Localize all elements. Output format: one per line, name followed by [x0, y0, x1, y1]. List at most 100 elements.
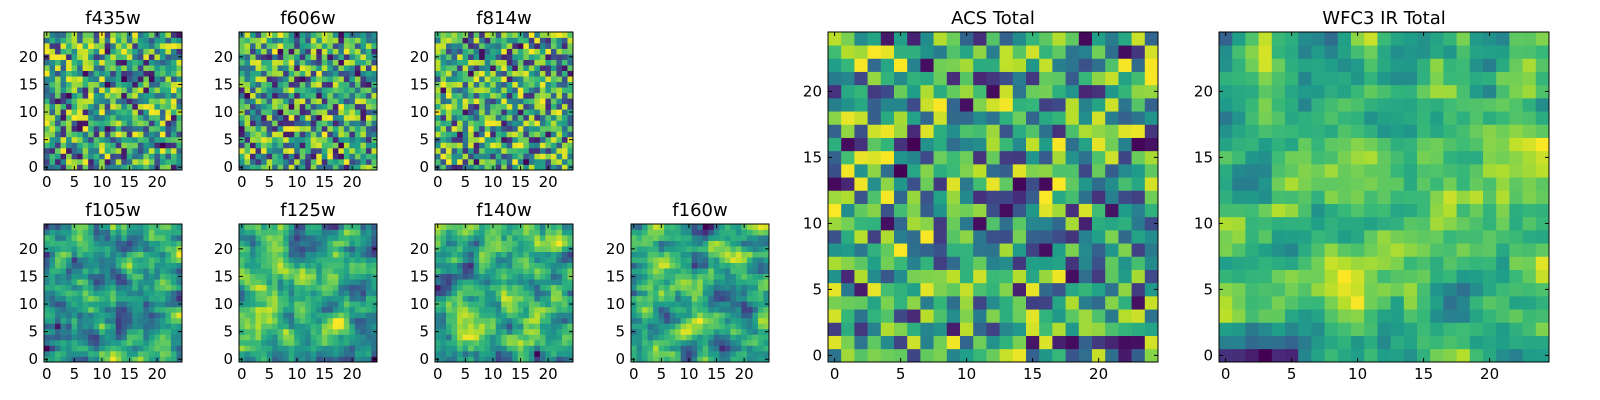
heatmap-cell [165, 224, 172, 230]
heatmap-cell [288, 356, 295, 363]
heatmap-cell [99, 59, 106, 66]
heatmap-cell [371, 153, 378, 160]
heatmap-cell [321, 317, 328, 324]
heatmap-cell [1012, 230, 1027, 244]
heatmap-cell [360, 114, 367, 121]
heatmap-cell [343, 312, 350, 319]
heatmap-cell [440, 262, 447, 269]
heatmap-cell [148, 109, 155, 116]
heatmap-cell [1052, 335, 1066, 350]
heatmap-cell [115, 262, 122, 269]
heatmap-cell [664, 339, 670, 346]
heatmap-cell [121, 301, 128, 308]
heatmap-cell [277, 339, 284, 346]
heatmap-cell [250, 98, 256, 105]
heatmap-cell [93, 246, 100, 252]
heatmap-cell [451, 317, 458, 324]
heatmap-cell [244, 301, 251, 308]
heatmap-cell [327, 125, 334, 132]
heatmap-cell [550, 32, 557, 38]
heatmap-cell [305, 328, 312, 335]
heatmap-cell [294, 312, 301, 319]
heatmap-cell [730, 268, 737, 275]
heatmap-cell [310, 251, 317, 258]
heatmap-cell [457, 312, 463, 319]
heatmap-cell [283, 235, 290, 241]
heatmap-cell [973, 335, 987, 350]
heatmap-cell [277, 131, 284, 138]
heatmap-cell [159, 350, 166, 357]
heatmap-cell [44, 76, 50, 83]
heatmap-cell [752, 345, 759, 352]
heatmap-cell [365, 273, 372, 280]
heatmap-cell [66, 268, 72, 275]
heatmap-cell [338, 317, 345, 324]
heatmap-cell [484, 81, 491, 88]
heatmap-cell [165, 65, 172, 71]
heatmap-cell [239, 312, 245, 319]
heatmap-cell [528, 76, 535, 83]
heatmap-cell [708, 323, 715, 330]
heatmap-cell [642, 290, 648, 297]
heatmap-cell [539, 98, 546, 105]
heatmap-cell [277, 323, 284, 330]
heatmap-cell [121, 81, 128, 88]
y-tick-label: 20 [19, 240, 38, 258]
heatmap-cell [360, 229, 367, 236]
heatmap-cell [506, 312, 513, 319]
heatmap-cell [126, 59, 133, 66]
heatmap-cell [371, 147, 378, 154]
heatmap-cell [82, 312, 89, 319]
heatmap-cell [49, 147, 56, 154]
heatmap-cell [327, 273, 334, 280]
heatmap-cell [708, 279, 715, 286]
heatmap-cell [451, 350, 458, 357]
heatmap-cell [528, 295, 535, 302]
heatmap-cell [365, 32, 372, 38]
heatmap-cell [697, 295, 704, 302]
heatmap-cell [159, 158, 166, 165]
heatmap-cell [880, 203, 895, 218]
heatmap-cell [316, 59, 323, 66]
heatmap-cell [170, 328, 177, 335]
heatmap-cell [556, 48, 563, 55]
heatmap-cell [653, 317, 659, 324]
heatmap-cell [365, 235, 372, 241]
heatmap-cell [365, 147, 372, 154]
heatmap-cell [354, 125, 361, 132]
heatmap-cell [473, 323, 480, 330]
heatmap-cell [176, 76, 183, 83]
heatmap-cell [283, 306, 290, 313]
heatmap-cell [165, 257, 172, 263]
heatmap-cell [99, 81, 106, 88]
heatmap-cell [371, 32, 378, 38]
heatmap-cell [1012, 322, 1027, 336]
heatmap-cell [841, 150, 855, 165]
heatmap-cell [343, 240, 350, 247]
heatmap-cell [82, 147, 89, 154]
heatmap-cell [121, 43, 128, 49]
heatmap-cell [250, 158, 256, 165]
heatmap-cell [999, 296, 1014, 310]
heatmap-cell [457, 262, 463, 269]
panel-title: f160w [672, 200, 727, 221]
heatmap-cell [741, 262, 748, 269]
axes-frame [43, 223, 183, 363]
heatmap-cell [517, 76, 524, 83]
heatmap-cell [933, 322, 948, 336]
heatmap-cell [907, 256, 921, 270]
heatmap-cell [239, 295, 245, 302]
heatmap-cell [121, 345, 128, 352]
heatmap-cell [468, 268, 474, 275]
heatmap-cell [894, 164, 908, 178]
heatmap-cell [55, 65, 61, 71]
x-tick-label: 15 [120, 173, 139, 191]
heatmap-cell [71, 251, 78, 258]
heatmap-cell [479, 114, 486, 121]
heatmap-cell [545, 295, 552, 302]
heatmap-cell [60, 32, 67, 38]
heatmap-cell [354, 235, 361, 241]
heatmap-cell [534, 76, 541, 83]
heatmap-cell [261, 158, 267, 165]
heatmap-cell [680, 235, 687, 241]
